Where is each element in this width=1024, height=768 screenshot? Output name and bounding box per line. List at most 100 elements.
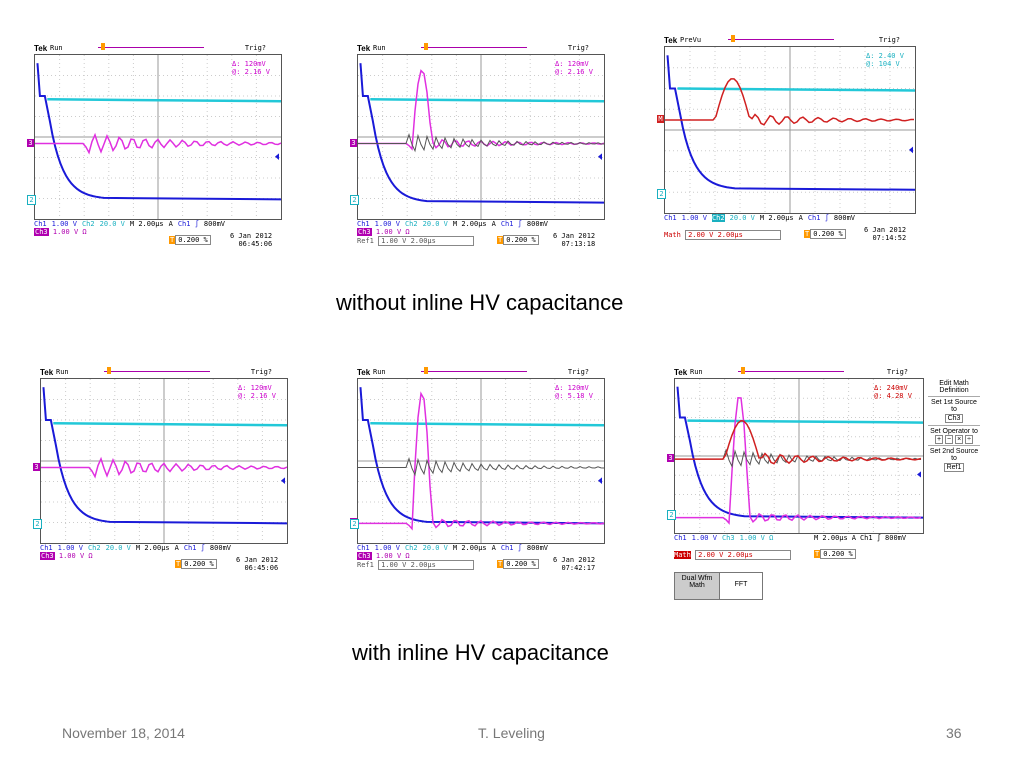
caption-top: without inline HV capacitance — [336, 290, 624, 315]
trigger-bar — [98, 47, 204, 50]
readout-1: 1.00 V — [691, 534, 717, 542]
operator-plus[interactable]: + — [935, 435, 944, 444]
readout-3: 1.00 V Ω — [739, 534, 774, 542]
trigger-level-arrow — [917, 471, 921, 478]
waveform-display — [358, 55, 604, 219]
trigger-position-marker — [101, 43, 105, 50]
timebase-row: M 2.00µs A Ch1 ∫ 800mV — [814, 534, 910, 542]
operator-multiply[interactable]: × — [955, 435, 964, 444]
edit-math-definition[interactable]: Edit Math Definition — [939, 380, 969, 394]
ch2-trace — [47, 98, 281, 103]
timestamp-date: 6 Jan 2012 — [553, 232, 596, 240]
ch3-label: Ch3 — [40, 552, 55, 560]
ref1-trace — [358, 133, 604, 153]
readout-3: 20.0 V — [422, 220, 448, 228]
waveform-display — [665, 47, 915, 213]
trigger-level-arrow — [598, 477, 602, 484]
timebase-1: A — [851, 534, 856, 542]
timestamp-time: 07:14:52 — [872, 234, 907, 242]
ch2-trace — [687, 419, 923, 424]
cursor-delta: Δ: 120mV — [555, 384, 589, 392]
trigger-status: Trig? — [244, 44, 266, 52]
operator-divide[interactable]: ÷ — [965, 435, 973, 444]
channel-settings-row: Ch1 1.00 V Ch2 20.0 V M 2.00µs A Ch1 ∫ 800mV — [40, 544, 236, 552]
trigger-position-marker — [424, 367, 428, 374]
trigger-position-marker — [741, 367, 745, 374]
cursor-at: @: 104 V — [866, 60, 900, 68]
readout-4: M 2.00µs — [452, 220, 487, 228]
ch3-trace — [35, 132, 281, 155]
set-second-source[interactable]: Set 2nd Source to Ref1 — [928, 445, 980, 474]
cursor-delta: Δ: 2.40 V — [866, 52, 904, 60]
timestamp-date: 6 Jan 2012 — [236, 556, 279, 564]
operator-minus[interactable]: − — [945, 435, 954, 444]
waveform-display — [41, 379, 287, 543]
timestamp: 6 Jan 2012 06:45:06 — [236, 556, 278, 572]
ch1-trace — [676, 386, 923, 519]
cursor-at: @: 5.18 V — [555, 392, 593, 400]
ref1-scale: 1.00 V 2.00µs — [378, 236, 475, 246]
dual-wfm-math-button[interactable]: Dual Wfm Math — [674, 572, 720, 600]
readout-0: Ch1 — [34, 220, 47, 228]
math-marker: M — [657, 115, 664, 124]
cursor-at: @: 2.16 V — [555, 68, 593, 76]
math-scale: 2.00 V 2.00µs — [685, 230, 782, 240]
trigger-level-arrow — [598, 153, 602, 160]
record-length-readout: T 0.200 % — [175, 559, 217, 569]
trigger-bar — [104, 371, 210, 374]
trigger-status: Trig? — [567, 368, 589, 376]
cursor-delta: Δ: 240mV — [874, 384, 908, 392]
math-settings-row: Math 2.00 V 2.00µs — [674, 550, 792, 560]
readout-1: 1.00 V — [374, 220, 400, 228]
cursor-at: @: 2.16 V — [238, 392, 276, 400]
ch2-marker: 2 — [657, 188, 666, 199]
ch3-marker: 3 — [33, 462, 40, 471]
graticule — [34, 54, 282, 220]
timestamp-time: 06:45:06 — [238, 240, 273, 248]
footer-date: November 18, 2014 — [62, 725, 185, 741]
fft-button[interactable]: FFT — [719, 572, 763, 600]
ch3-marker: 3 — [27, 138, 34, 147]
acquisition-mode: Run — [50, 44, 63, 52]
readout-2: Ch2 — [711, 214, 725, 222]
record-percent: 0.200 % — [810, 229, 846, 239]
caption-bottom: with inline HV capacitance — [352, 640, 609, 665]
trigger-bar — [738, 371, 844, 374]
readout-2: Ch2 — [404, 220, 418, 228]
ref1-trace — [675, 448, 922, 468]
oscilloscope-screen-4: Tek Run Trig? 3 2 Δ: 120mV @: 2.16 V Ch1 1.00 … — [33, 366, 290, 598]
readout-3: 20.0 V — [729, 214, 755, 222]
channel-settings-row: Ch1 1.00 V Ch3 1.00 V Ω — [674, 534, 778, 542]
graticule — [664, 46, 916, 214]
tek-logo: Tek — [357, 368, 371, 377]
cursor-delta: Δ: 120mV — [238, 384, 272, 392]
readout-0: Ch1 — [674, 534, 687, 542]
graticule — [40, 378, 288, 544]
readout-1: 1.00 V — [57, 544, 83, 552]
channel-settings-row: Ch1 1.00 V Ch2 20.0 V M 2.00µs A Ch1 ∫ 800mV — [664, 214, 860, 222]
ref1-settings-row: Ref1 1.00 V 2.00µs — [357, 560, 475, 570]
readout-3: 20.0 V — [422, 544, 448, 552]
ch3-settings-row: Ch3 1.00 V Ω — [40, 552, 93, 560]
graticule — [357, 54, 605, 220]
timestamp: 6 Jan 2012 07:14:52 — [864, 226, 906, 242]
set-first-source[interactable]: Set 1st Source to Ch3 — [928, 396, 980, 425]
trigger-level-arrow — [281, 477, 285, 484]
ch3-marker: 3 — [350, 138, 357, 147]
readout-7: 800mV — [526, 220, 548, 228]
readout-7: 800mV — [203, 220, 225, 228]
channel-settings-row: Ch1 1.00 V Ch2 20.0 V M 2.00µs A Ch1 ∫ 800mV — [34, 220, 230, 228]
ref1-trace — [358, 457, 604, 477]
timestamp-time: 07:42:17 — [561, 564, 596, 572]
ref1-label: Ref1 — [357, 561, 374, 569]
waveform-display — [675, 379, 923, 533]
waveform-display — [35, 55, 281, 219]
readout-6: Ch1 ∫ — [500, 220, 522, 228]
set-operator[interactable]: Set Operator to + − × ÷ — [928, 425, 980, 445]
acquisition-mode: Run — [56, 368, 69, 376]
record-percent: 0.200 % — [503, 235, 539, 245]
readout-5: A — [174, 544, 179, 552]
timestamp-date: 6 Jan 2012 — [553, 556, 596, 564]
channel-settings-row: Ch1 1.00 V Ch2 20.0 V M 2.00µs A Ch1 ∫ 800mV — [357, 220, 553, 228]
cursor-delta: Δ: 120mV — [555, 60, 589, 68]
